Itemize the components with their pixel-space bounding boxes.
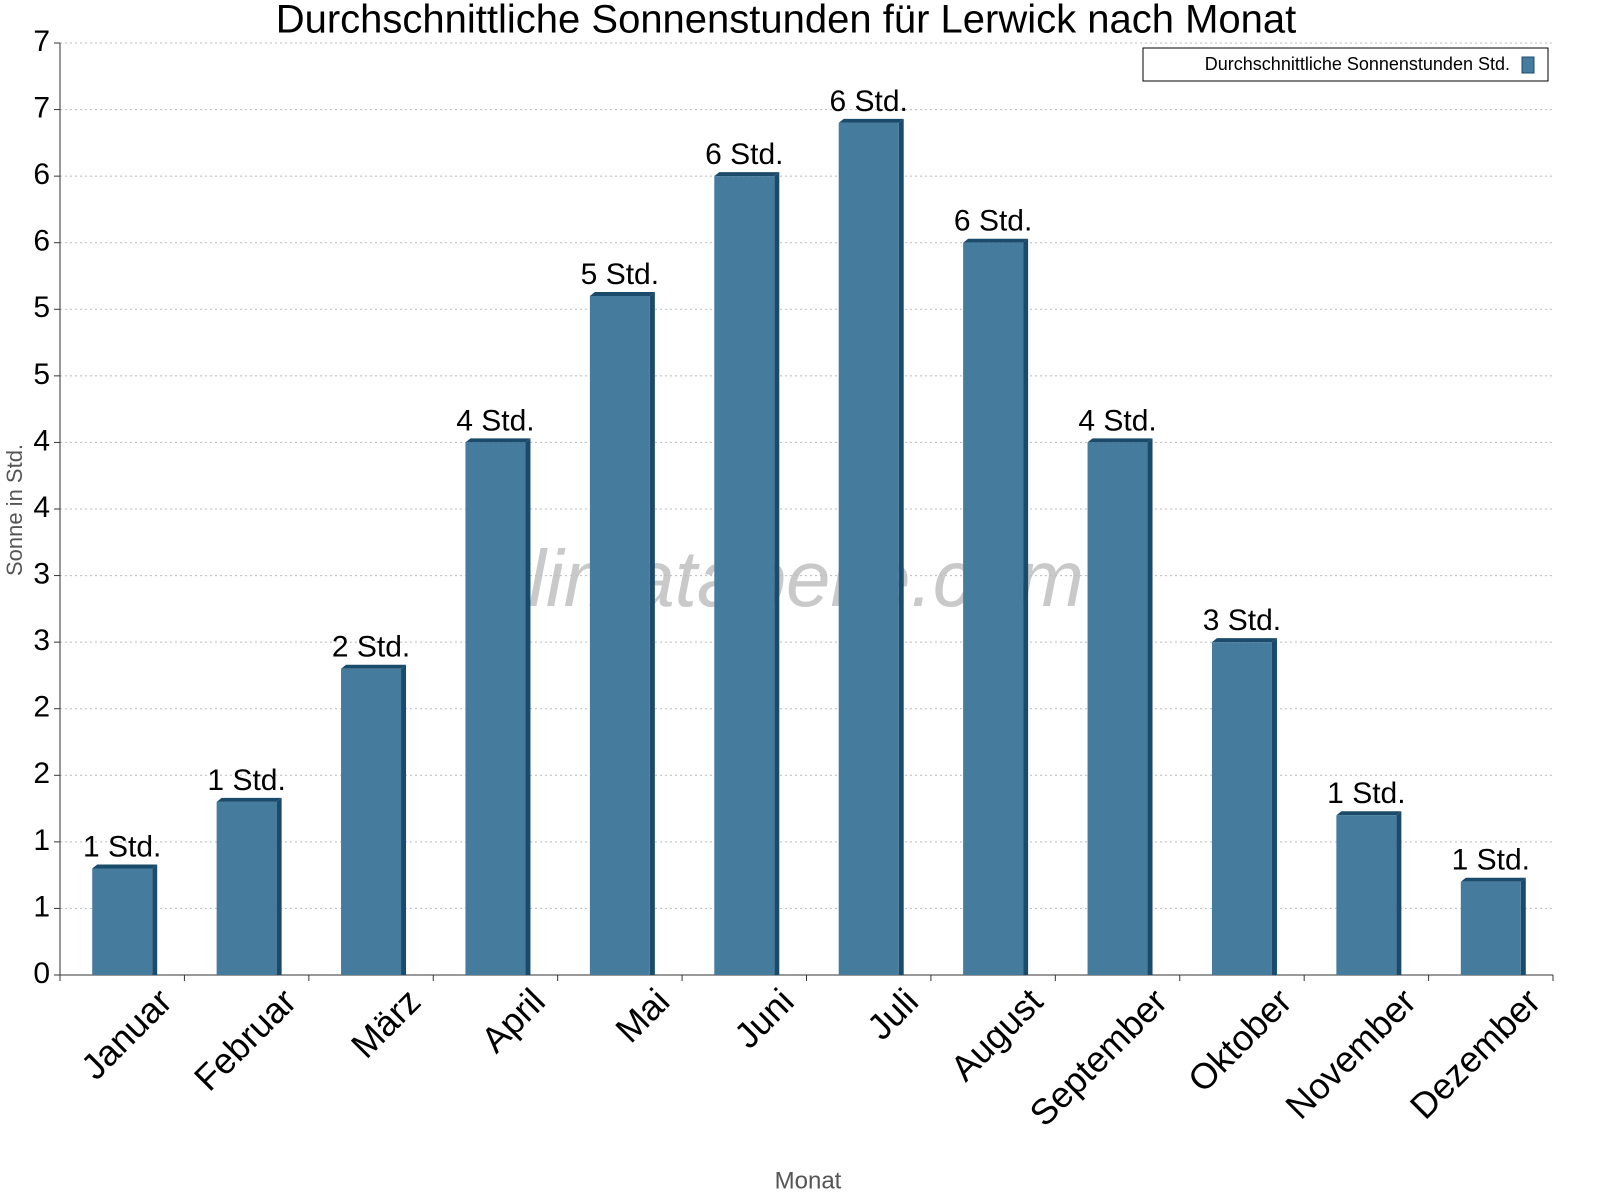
bar <box>714 176 775 976</box>
bar-top <box>1336 811 1402 816</box>
value-label: 1 Std. <box>1327 777 1405 810</box>
y-tick-label: 0 <box>33 957 50 990</box>
y-tick-label: 6 <box>33 225 50 258</box>
bar-side <box>649 291 655 975</box>
y-tick-label: 2 <box>33 691 50 724</box>
x-axis-title: Monat <box>775 1167 842 1194</box>
value-label: 5 Std. <box>581 258 659 291</box>
bar-top <box>1460 877 1526 882</box>
legend-label: Durchschnittliche Sonnenstunden Std. <box>1205 54 1510 74</box>
y-tick-label: 7 <box>33 25 50 58</box>
y-tick-label: 1 <box>33 890 50 923</box>
y-tick-label: 5 <box>33 358 50 391</box>
y-tick-label: 1 <box>33 824 50 857</box>
bar-top <box>714 172 780 177</box>
y-tick-label: 7 <box>33 91 50 124</box>
bar-top <box>1211 638 1277 643</box>
bar-side <box>276 797 282 975</box>
value-label: 1 Std. <box>207 764 285 797</box>
y-tick-label: 5 <box>33 291 50 324</box>
bar-top <box>963 238 1029 243</box>
bar-side <box>152 864 158 975</box>
y-tick-label: 3 <box>33 557 50 590</box>
bar <box>216 801 277 975</box>
bar <box>92 868 153 975</box>
value-label: 1 Std. <box>1452 844 1530 877</box>
bar-top <box>838 118 904 123</box>
bar <box>838 122 899 975</box>
bar <box>963 242 1024 975</box>
value-label: 6 Std. <box>954 205 1032 238</box>
bar <box>589 295 650 975</box>
bar-top <box>589 291 655 296</box>
bar <box>1460 881 1521 975</box>
y-axis-title: Sonne in Std. <box>2 444 27 576</box>
value-label: 6 Std. <box>830 85 908 118</box>
chart-title: Durchschnittliche Sonnenstunden für Lerw… <box>276 0 1297 42</box>
bar-side <box>1520 877 1526 975</box>
bar-side <box>1271 638 1277 975</box>
value-label: 2 Std. <box>332 631 410 664</box>
bar <box>465 442 526 975</box>
value-label: 3 Std. <box>1203 604 1281 637</box>
bar-side <box>774 172 780 976</box>
legend-box <box>1142 47 1549 82</box>
value-label: 1 Std. <box>83 830 161 863</box>
bar-top <box>92 864 158 869</box>
bar <box>341 668 402 975</box>
bar <box>1087 442 1148 975</box>
bar <box>1336 815 1397 975</box>
bar-side <box>898 118 904 975</box>
bar-top <box>216 797 282 802</box>
y-tick-label: 4 <box>33 491 50 524</box>
bar-top <box>341 664 407 669</box>
bar-side <box>401 664 407 975</box>
bar-side <box>1396 811 1402 975</box>
bar-top <box>465 438 531 443</box>
y-tick-label: 6 <box>33 158 50 191</box>
y-tick-label: 4 <box>33 424 50 457</box>
value-label: 4 Std. <box>1078 404 1156 437</box>
bar <box>1211 642 1272 975</box>
y-tick-label: 2 <box>33 757 50 790</box>
bar-side <box>525 438 531 975</box>
value-label: 6 Std. <box>705 138 783 171</box>
y-tick-label: 3 <box>33 624 50 657</box>
value-label: 4 Std. <box>456 404 534 437</box>
legend-swatch <box>1521 56 1535 74</box>
bar-side <box>1147 438 1153 975</box>
bar-top <box>1087 438 1153 443</box>
bar-side <box>1023 238 1029 975</box>
